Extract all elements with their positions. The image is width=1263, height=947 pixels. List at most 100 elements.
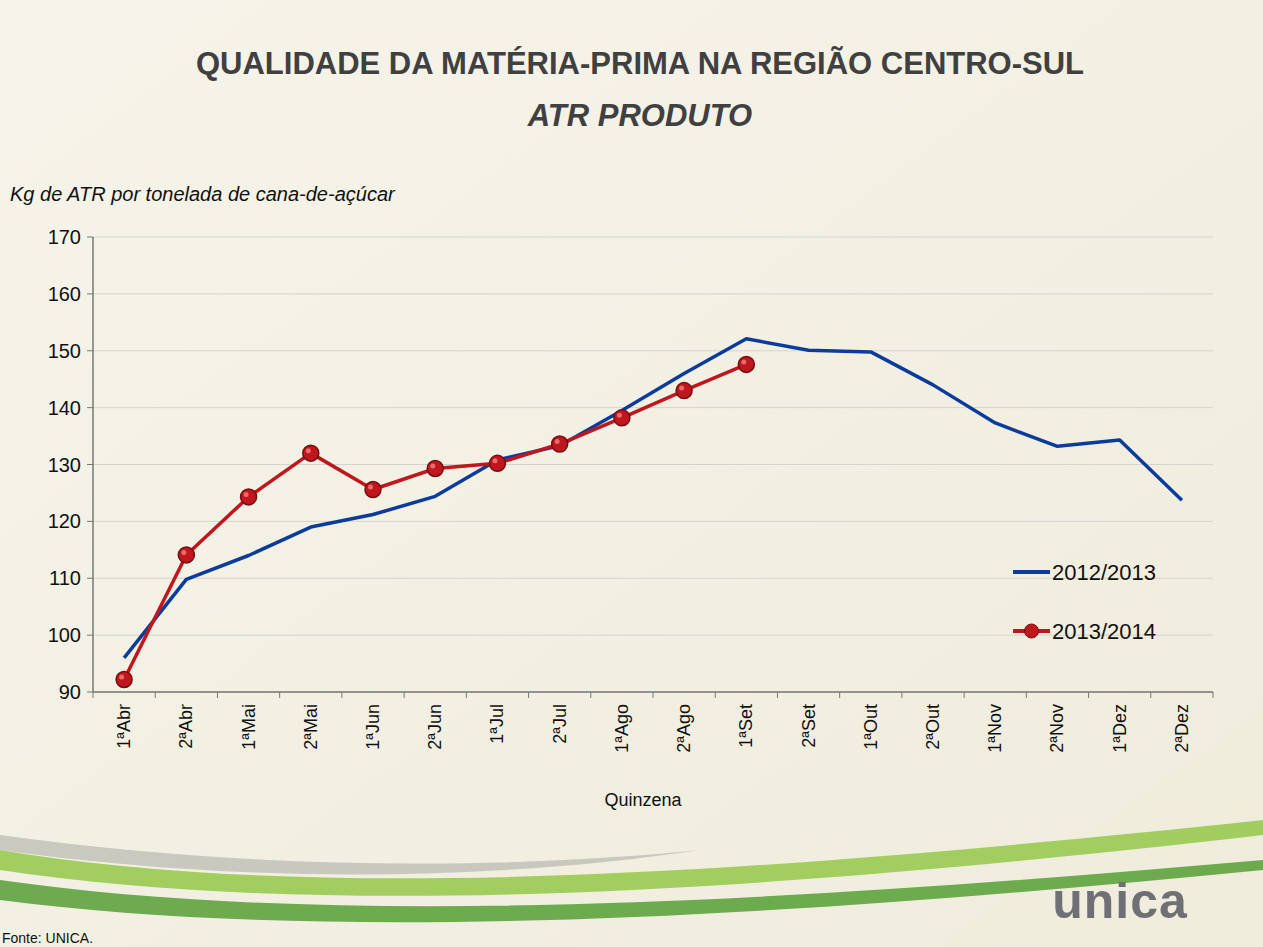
grid-line — [93, 635, 1213, 636]
x-tick-label: 2ªOut — [923, 704, 943, 750]
series-marker — [676, 383, 692, 399]
x-tick — [341, 692, 342, 698]
x-tick — [93, 692, 94, 698]
x-tick — [155, 692, 156, 698]
legend-line — [1013, 570, 1050, 574]
x-tick — [279, 692, 280, 698]
y-tick-label: 130 — [48, 454, 81, 476]
y-tick-label: 160 — [48, 283, 81, 305]
y-tick — [87, 635, 93, 636]
y-tick — [87, 407, 93, 408]
x-tick-label: 2ªNov — [1047, 704, 1067, 753]
x-tick — [839, 692, 840, 698]
series-line — [124, 339, 1182, 658]
x-tick-label: 1ªDez — [1110, 704, 1130, 753]
subtitle: ATR PRODUTO — [527, 98, 752, 133]
x-tick-label: 1ªAgo — [612, 704, 632, 753]
series-marker — [552, 436, 568, 452]
marker-highlight — [119, 674, 124, 679]
grid-line — [93, 578, 1213, 579]
y-tick-label: 90 — [59, 681, 81, 703]
x-tick — [590, 692, 591, 698]
series-marker — [365, 482, 381, 498]
x-tick-label: 2ªSet — [799, 704, 819, 748]
marker-highlight — [368, 485, 373, 490]
x-tick — [217, 692, 218, 698]
series-marker — [303, 445, 319, 461]
y-tick-label: 110 — [49, 567, 81, 589]
grid-line — [93, 293, 1213, 294]
y-tick — [87, 578, 93, 579]
x-tick — [777, 692, 778, 698]
x-axis-title: Quinzena — [604, 790, 682, 810]
x-tick — [901, 692, 902, 698]
series-marker — [427, 460, 443, 476]
background — [0, 0, 1263, 947]
grid-line — [93, 237, 1213, 238]
y-tick-label: 150 — [48, 340, 81, 362]
legend-label: 2012/2013 — [1052, 560, 1156, 585]
x-tick — [466, 692, 467, 698]
x-tick-label: 2ªAgo — [674, 704, 694, 753]
x-tick-label: 1ªJun — [363, 704, 383, 750]
y-tick — [87, 692, 93, 693]
x-tick-label: 1ªJul — [487, 704, 507, 744]
source: Fonte: UNICA. — [2, 930, 93, 946]
x-tick — [964, 692, 965, 698]
marker-highlight — [430, 463, 435, 468]
x-tick-label: 1ªOut — [861, 704, 881, 750]
series-marker — [489, 455, 505, 471]
y-tick — [87, 293, 93, 294]
y-axis-title: Kg de ATR por tonelada de cana-de-açúcar — [10, 183, 396, 205]
grid-line — [93, 521, 1213, 522]
grid-line — [93, 407, 1213, 408]
y-tick-label: 140 — [48, 397, 81, 419]
y-tick — [87, 464, 93, 465]
legend-label: 2013/2014 — [1052, 619, 1156, 644]
x-tick-label: 1ªAbr — [114, 704, 134, 749]
grid-line — [93, 464, 1213, 465]
plot-marks — [116, 339, 1182, 688]
y-tick — [87, 521, 93, 522]
marker-highlight — [555, 439, 560, 444]
x-tick-label: 2ªMai — [301, 704, 321, 750]
marker-highlight — [679, 386, 684, 391]
marker-highlight — [741, 359, 746, 364]
series-marker — [241, 489, 257, 505]
legend-marker — [1025, 624, 1039, 638]
x-tick — [1150, 692, 1151, 698]
y-tick-label: 100 — [48, 624, 81, 646]
x-tick — [528, 692, 529, 698]
x-tick-label: 1ªMai — [239, 704, 259, 750]
y-tick — [87, 237, 93, 238]
marker-highlight — [617, 413, 622, 418]
x-tick — [715, 692, 716, 698]
y-tick-label: 120 — [48, 510, 81, 532]
series-marker — [614, 410, 630, 426]
series-marker — [738, 356, 754, 372]
x-tick — [653, 692, 654, 698]
x-tick — [1026, 692, 1027, 698]
x-tick-label: 1ªSet — [736, 704, 756, 748]
y-axis — [92, 237, 94, 692]
x-tick-label: 2ªAbr — [176, 704, 196, 749]
marker-highlight — [244, 492, 249, 497]
x-tick-label: 2ªDez — [1172, 704, 1192, 753]
y-tick — [87, 350, 93, 351]
x-tick — [1088, 692, 1089, 698]
series-marker — [178, 547, 194, 563]
x-tick-label: 1ªNov — [985, 704, 1005, 753]
logo: unica — [1052, 873, 1188, 929]
y-tick-label: 170 — [48, 226, 81, 248]
marker-highlight — [181, 550, 186, 555]
marker-highlight — [492, 458, 497, 463]
title: QUALIDADE DA MATÉRIA-PRIMA NA REGIÃO CEN… — [196, 46, 1084, 81]
x-tick — [1213, 692, 1214, 698]
series-line — [124, 364, 746, 679]
grid-line — [93, 350, 1213, 351]
x-tick-label: 2ªJun — [425, 704, 445, 750]
x-tick-label: 2ªJul — [550, 704, 570, 744]
swoosh — [0, 835, 700, 874]
marker-highlight — [306, 448, 311, 453]
series-marker — [116, 671, 132, 687]
